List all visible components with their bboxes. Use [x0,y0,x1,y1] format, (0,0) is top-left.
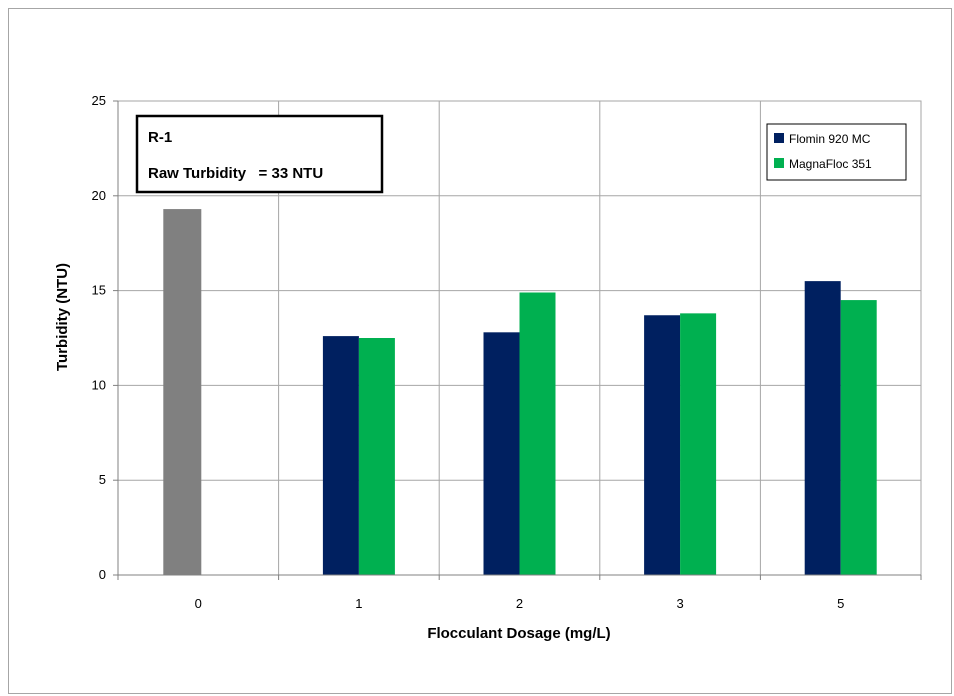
y-tick-label: 10 [92,377,106,392]
x-tick-label: 2 [516,596,523,611]
y-axis-title: Turbidity (NTU) [54,263,71,371]
bar-magnafloc [840,300,877,575]
annotation-box: R-1 Raw Turbidity = 33 NTU [135,114,384,194]
bar-flomin [483,332,520,575]
legend-swatch-flomin [774,133,784,143]
y-tick-label: 0 [99,567,106,582]
bar-magnafloc [358,338,395,575]
bar-baseline [163,209,202,575]
y-tick-label: 5 [99,472,106,487]
x-axis-title: Flocculant Dosage (mg/L) [427,625,610,642]
annotation-raw-turbidity: Raw Turbidity = 33 NTU [148,165,323,182]
y-tick-label: 25 [92,93,106,108]
y-tick-label: 15 [92,283,106,298]
bar-flomin [322,336,359,575]
bar-magnafloc [519,292,556,575]
annotation-title: R-1 [148,129,172,146]
legend-swatch-magnafloc [774,158,784,168]
x-tick-label: 5 [837,596,844,611]
legend: Flomin 920 MC MagnaFloc 351 [766,123,907,181]
bars [163,209,877,575]
legend-label-flomin: Flomin 920 MC [789,132,871,146]
bar-flomin [804,281,841,575]
x-tick-label: 0 [195,596,202,611]
legend-label-magnafloc: MagnaFloc 351 [789,157,872,171]
bar-magnafloc [680,313,717,575]
x-tick-label: 3 [676,596,683,611]
x-tick-label: 1 [355,596,362,611]
bar-flomin [644,315,681,575]
axes: 0 5 10 15 20 25 0 1 2 3 5 [92,93,922,611]
y-tick-label: 20 [92,188,106,203]
